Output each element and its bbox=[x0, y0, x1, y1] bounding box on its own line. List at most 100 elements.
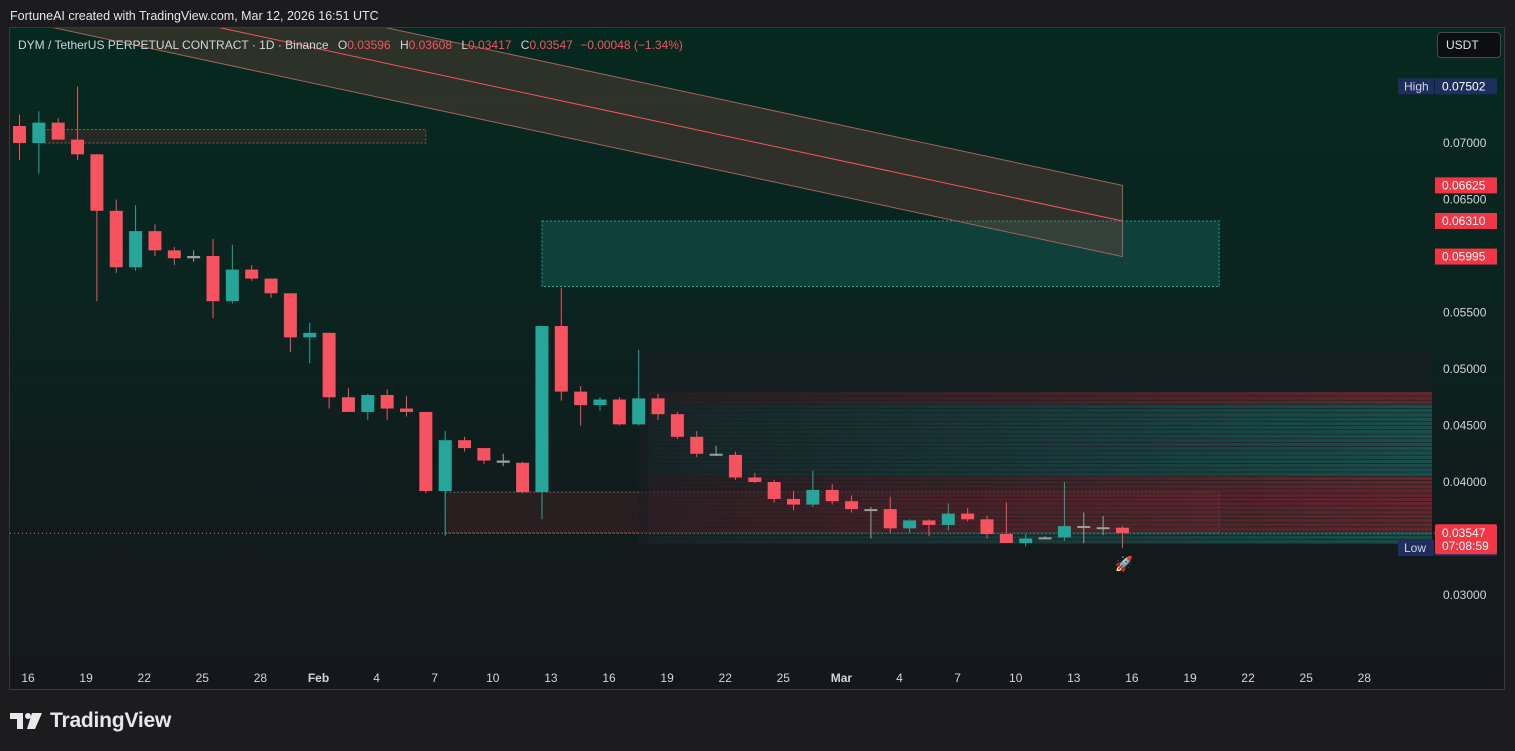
volume-profile-row bbox=[648, 430, 1432, 434]
open-value: 0.03596 bbox=[347, 38, 391, 52]
candle[interactable] bbox=[13, 114, 26, 160]
candle[interactable] bbox=[767, 479, 781, 503]
candle[interactable] bbox=[264, 278, 278, 298]
candle[interactable] bbox=[129, 205, 143, 271]
candle[interactable] bbox=[845, 495, 859, 513]
candle-body bbox=[90, 154, 104, 211]
candle[interactable] bbox=[961, 507, 975, 522]
candle-body bbox=[32, 122, 46, 143]
low-price-tag-label-bg bbox=[1398, 539, 1434, 556]
candle-body bbox=[477, 448, 491, 461]
candle[interactable] bbox=[496, 453, 510, 467]
candle[interactable] bbox=[806, 470, 820, 507]
volume-profile-row bbox=[648, 506, 1432, 510]
candle-body bbox=[574, 391, 588, 406]
candle-body bbox=[845, 501, 859, 510]
candle[interactable] bbox=[709, 445, 723, 457]
time-tick-label: 7 bbox=[431, 671, 438, 685]
candle[interactable] bbox=[922, 519, 936, 537]
candle-body bbox=[999, 533, 1013, 544]
candle[interactable] bbox=[167, 246, 181, 266]
candle[interactable] bbox=[612, 397, 626, 426]
candle[interactable] bbox=[206, 239, 220, 319]
volume-profile-row bbox=[648, 417, 1432, 422]
chart-pane[interactable]: 🚀 0.07000 0.06500 0.05500 0.05000 0.04500 0.04… bbox=[9, 27, 1505, 690]
candle[interactable] bbox=[303, 322, 317, 364]
candle[interactable] bbox=[71, 86, 85, 160]
candle[interactable] bbox=[748, 472, 762, 484]
candle-body bbox=[767, 482, 781, 499]
candle[interactable] bbox=[187, 250, 201, 262]
supply-zone[interactable] bbox=[541, 220, 1220, 288]
time-tick-label: 4 bbox=[373, 671, 380, 685]
change-value: −0.00048 (−1.34%) bbox=[580, 38, 683, 52]
candle-body bbox=[941, 513, 955, 525]
candle[interactable] bbox=[1077, 512, 1091, 544]
price-chart[interactable]: 🚀 0.07000 0.06500 0.05500 0.05000 0.04500 0.04… bbox=[10, 28, 1504, 689]
low-value: 0.03417 bbox=[468, 38, 512, 52]
candle[interactable] bbox=[1038, 536, 1052, 540]
candle[interactable] bbox=[690, 431, 704, 458]
candle[interactable] bbox=[1115, 526, 1129, 548]
volume-profile-row bbox=[648, 510, 1432, 514]
candle[interactable] bbox=[148, 224, 162, 256]
volume-profile-row bbox=[648, 455, 1432, 460]
price-tick-label: 0.04000 bbox=[1443, 475, 1487, 489]
candle-body bbox=[206, 256, 220, 302]
candle[interactable] bbox=[32, 111, 46, 174]
candle-body bbox=[632, 398, 646, 425]
candle-body bbox=[1115, 527, 1129, 534]
tradingview-logo: TradingView bbox=[10, 708, 171, 734]
candle[interactable] bbox=[400, 396, 413, 417]
candle[interactable] bbox=[980, 515, 994, 539]
resistance-zone[interactable] bbox=[38, 128, 427, 144]
candle[interactable] bbox=[554, 287, 568, 401]
volume-profile-row bbox=[648, 539, 1432, 544]
candle[interactable] bbox=[535, 326, 549, 520]
candle[interactable] bbox=[477, 448, 491, 464]
currency-button[interactable]: USDT bbox=[1437, 32, 1501, 58]
time-tick-label: 22 bbox=[138, 671, 152, 685]
candle[interactable] bbox=[245, 265, 259, 281]
candle[interactable] bbox=[903, 519, 917, 533]
candle[interactable] bbox=[941, 503, 955, 531]
candle-body bbox=[438, 440, 452, 492]
candle[interactable] bbox=[458, 436, 472, 452]
symbol-title[interactable]: DYM / TetherUS PERPETUAL CONTRACT · 1D ·… bbox=[18, 38, 329, 52]
candle[interactable] bbox=[341, 388, 355, 412]
bar-countdown: 07:08:59 bbox=[1442, 539, 1489, 553]
candle[interactable] bbox=[651, 393, 665, 420]
regression-midline[interactable] bbox=[20, 28, 1123, 222]
candle[interactable] bbox=[90, 154, 104, 302]
candle[interactable] bbox=[283, 293, 297, 353]
candle[interactable] bbox=[1019, 533, 1033, 547]
candle[interactable] bbox=[670, 411, 684, 440]
candle[interactable] bbox=[51, 118, 65, 140]
candle[interactable] bbox=[1096, 515, 1110, 536]
candle[interactable] bbox=[322, 332, 336, 409]
candle[interactable] bbox=[632, 349, 646, 426]
candle-body bbox=[167, 250, 181, 259]
candle[interactable] bbox=[225, 244, 239, 304]
candle[interactable] bbox=[883, 496, 897, 533]
high-value: 0.03608 bbox=[408, 38, 453, 52]
regression-channel[interactable] bbox=[20, 28, 1123, 258]
candle[interactable] bbox=[109, 199, 123, 273]
candle[interactable] bbox=[1057, 482, 1071, 541]
candle[interactable] bbox=[787, 491, 800, 511]
candle[interactable] bbox=[864, 506, 878, 539]
candle[interactable] bbox=[999, 502, 1013, 544]
candle[interactable] bbox=[419, 411, 433, 494]
candle[interactable] bbox=[438, 431, 452, 537]
volume-profile-row bbox=[648, 446, 1432, 451]
candle[interactable] bbox=[574, 385, 588, 426]
candle[interactable] bbox=[516, 461, 530, 494]
symbol-legend[interactable]: DYM / TetherUS PERPETUAL CONTRACT · 1D ·… bbox=[18, 38, 683, 52]
candle[interactable] bbox=[728, 451, 742, 480]
time-tick-label: 25 bbox=[196, 671, 210, 685]
candle[interactable] bbox=[361, 393, 375, 420]
candle[interactable] bbox=[380, 389, 394, 420]
candle[interactable] bbox=[825, 484, 839, 505]
level-price-tag-bg bbox=[1435, 248, 1497, 265]
candle[interactable] bbox=[593, 397, 607, 411]
